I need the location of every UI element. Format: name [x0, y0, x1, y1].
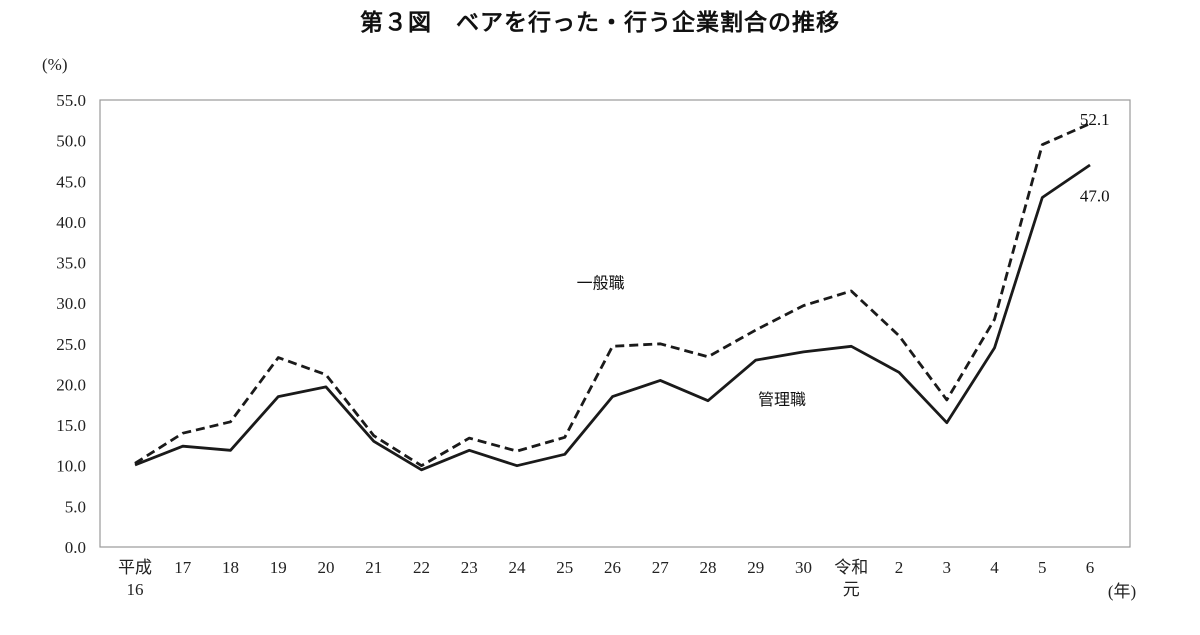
x-tick-label: 27: [652, 558, 670, 577]
y-tick-label: 45.0: [56, 172, 86, 191]
y-tick-label: 15.0: [56, 416, 86, 435]
series-end-value-label: 47.0: [1080, 187, 1110, 206]
plot-area-border: [99, 99, 1131, 548]
x-tick-label: 平成 16: [118, 558, 152, 599]
series-name-label: 管理職: [758, 391, 806, 409]
x-tick-label: 5: [1038, 558, 1047, 577]
series-end-value-label: 52.1: [1080, 110, 1110, 129]
y-tick-label: 25.0: [56, 335, 86, 354]
x-tick-label: 23: [461, 558, 478, 577]
chart-title: 第３図 ベアを行った・行う企業割合の推移: [360, 9, 840, 35]
x-tick-label: 29: [747, 558, 764, 577]
x-tick-label: 令和元: [834, 558, 868, 599]
y-tick-label: 20.0: [56, 375, 86, 394]
y-tick-label: 5.0: [65, 497, 86, 516]
series-line-dashed: [134, 122, 1091, 468]
x-tick-label: 3: [943, 558, 952, 577]
x-axis-unit-label: (年): [1108, 582, 1136, 601]
x-tick-label: 20: [318, 558, 335, 577]
x-tick-label: 21: [365, 558, 382, 577]
x-tick-label: 24: [509, 558, 527, 577]
y-tick-label: 0.0: [65, 538, 86, 557]
y-axis-unit-label: (%): [42, 55, 67, 74]
series-line-solid: [134, 163, 1091, 472]
y-tick-label: 40.0: [56, 213, 86, 232]
x-tick-label: 22: [413, 558, 430, 577]
x-tick-label: 28: [700, 558, 717, 577]
x-tick-label: 17: [174, 558, 192, 577]
y-tick-label: 35.0: [56, 254, 86, 273]
series-name-label: 一般職: [577, 275, 625, 293]
x-tick-label: 6: [1086, 558, 1095, 577]
y-tick-label: 50.0: [56, 132, 86, 151]
y-tick-label: 30.0: [56, 294, 86, 313]
x-tick-label: 4: [990, 558, 999, 577]
y-tick-label: 10.0: [56, 457, 86, 476]
x-tick-label: 19: [270, 558, 287, 577]
x-tick-label: 18: [222, 558, 239, 577]
y-tick-label: 55.0: [56, 91, 86, 110]
x-tick-label: 26: [604, 558, 621, 577]
x-tick-label: 30: [795, 558, 812, 577]
x-tick-label: 2: [895, 558, 904, 577]
x-tick-label: 25: [556, 558, 573, 577]
